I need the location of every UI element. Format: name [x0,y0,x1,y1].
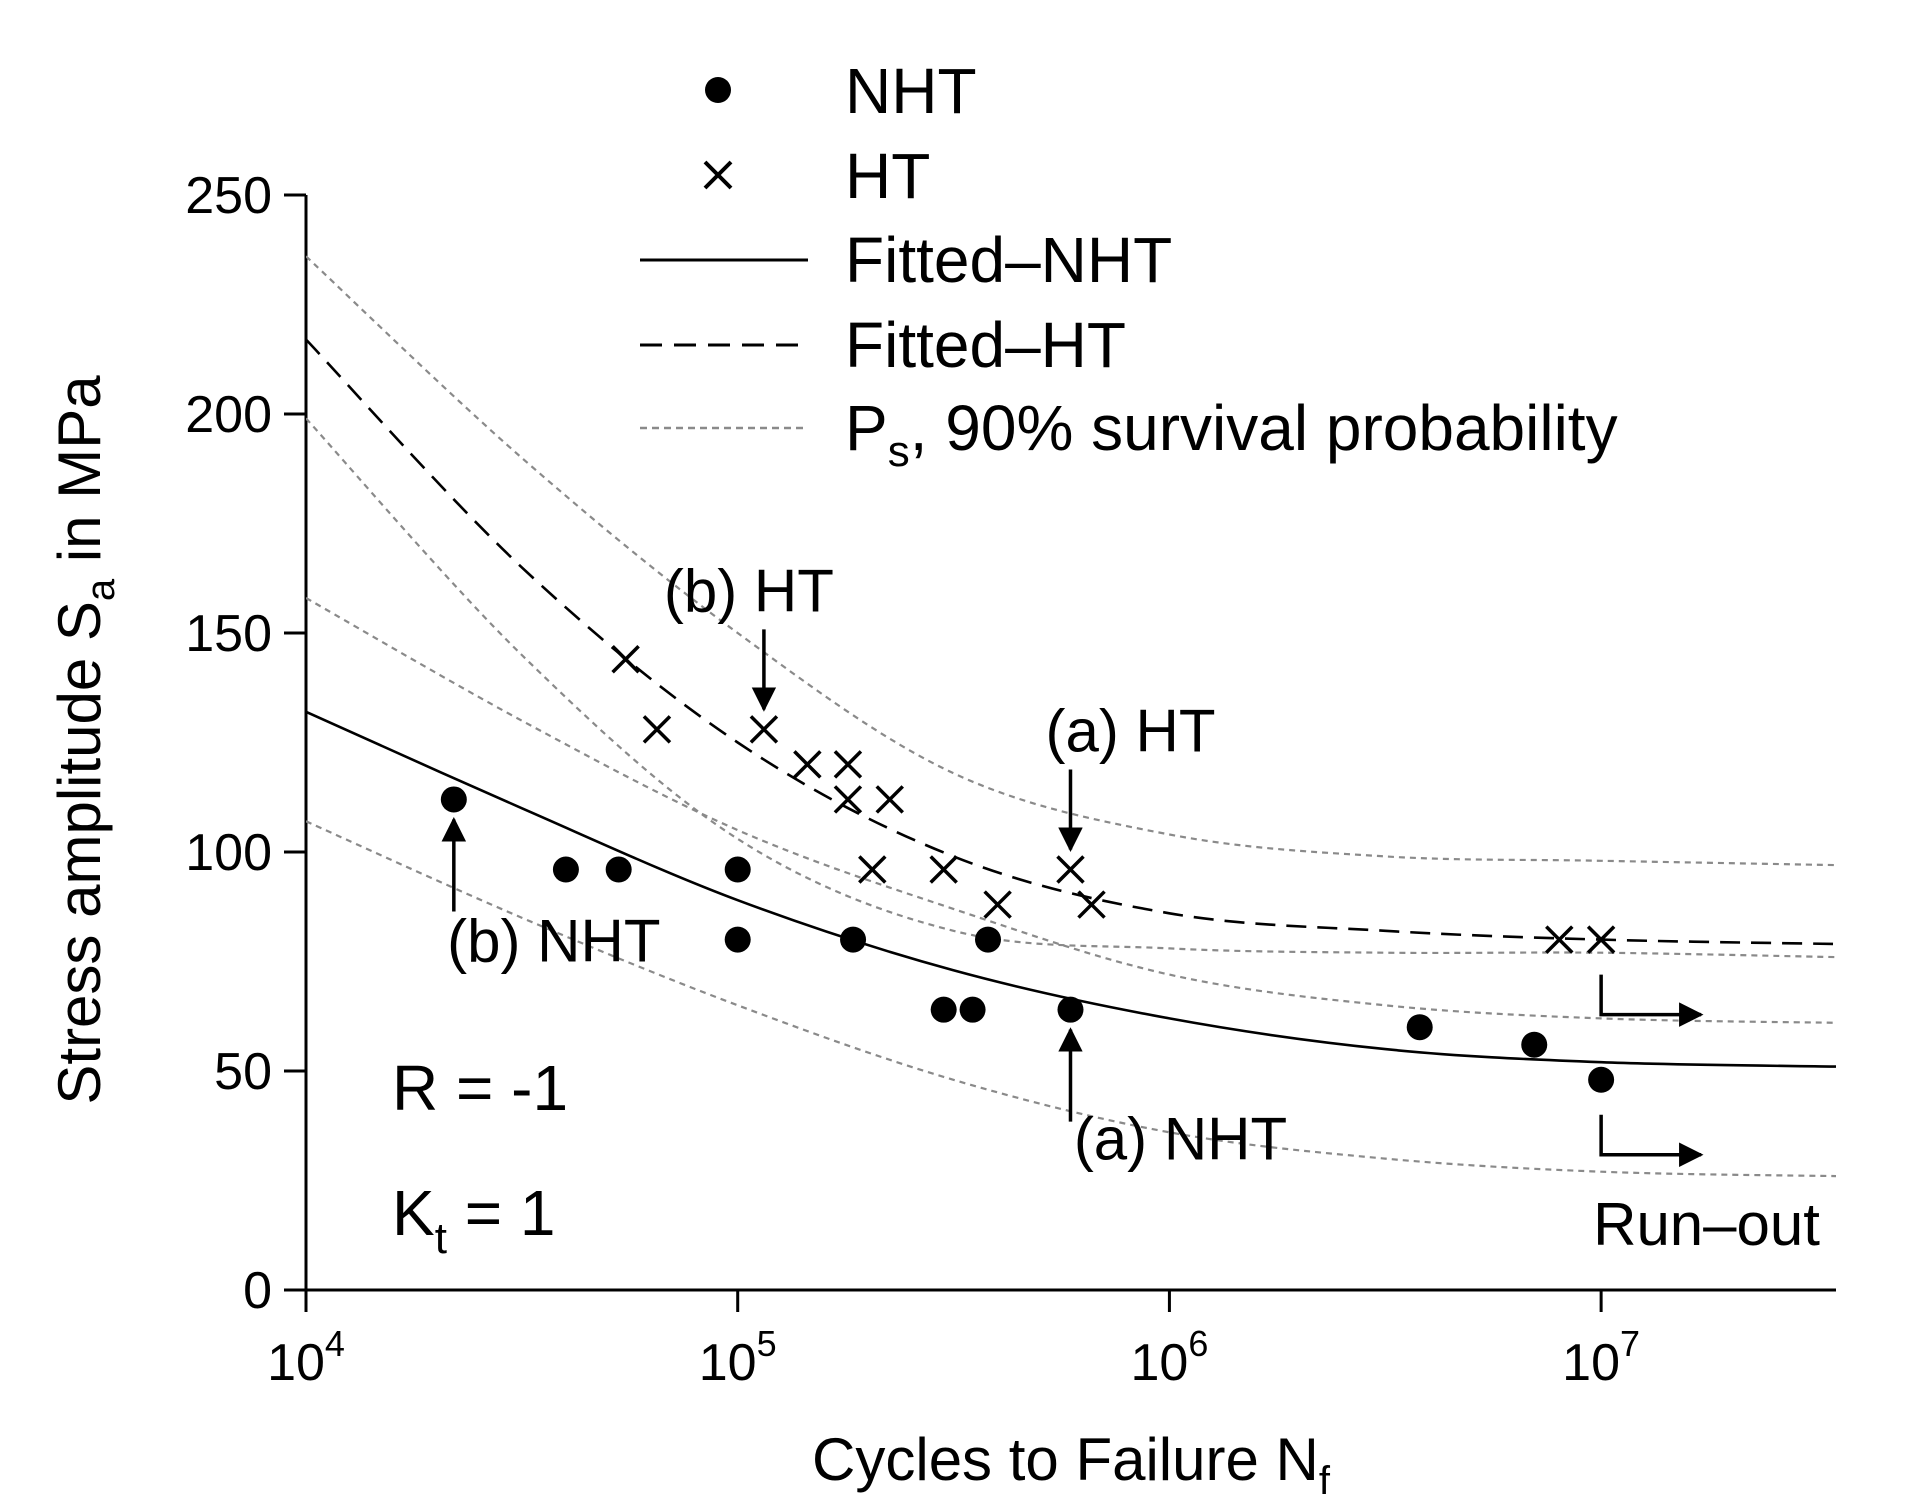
x-axis-title-sub: f [1319,1459,1331,1503]
annotation-label-a-ht: (a) HT [1045,698,1215,765]
nht-data-point [724,926,751,953]
param-r: R = -1 [392,1052,568,1124]
nht-data-point [840,926,867,953]
x-tick-label: 105 [699,1323,777,1392]
nht-data-point [1521,1031,1548,1058]
legend-nht-marker [705,77,731,103]
legend-ps-label: Ps, 90% survival probability [845,392,1618,476]
legend-fit-nht-label: Fitted–NHT [845,224,1172,296]
x-tick-label: 106 [1130,1323,1208,1392]
legend-ht-label: HT [845,140,930,212]
survival-band-curve [306,255,1836,867]
nht-data-point [975,926,1002,953]
ht-data-point [875,785,904,814]
annotation-label-b-nht: (b) NHT [447,907,660,974]
fitted-curves [306,338,1836,1068]
annotations: (b) HT (a) HT (b) NHT (a) NHT [441,557,1287,1173]
nht-data-point [1406,1014,1433,1041]
survival-band-curve [306,417,1836,959]
y-tick-label: 100 [185,824,272,882]
runout-markers: Run–out [1593,974,1820,1258]
param-kt-symbol: K [392,1177,435,1249]
y-tick-label: 250 [185,167,272,225]
ht-data-point [929,855,958,884]
annotation-label-a-nht: (a) NHT [1074,1106,1287,1173]
y-tick-label: 150 [185,605,272,663]
nht-data-point [1057,996,1084,1023]
y-axis-title-main: Stress amplitude S [46,601,113,1105]
param-r-value: = -1 [438,1052,568,1124]
legend-ps-symbol: P [845,392,888,464]
param-r-symbol: R [392,1052,438,1124]
x-axis-title-main: Cycles to Failure N [812,1426,1319,1493]
legend: NHT HT Fitted–NHT Fitted–HT Ps, 90% surv… [640,55,1618,476]
ht-data-point [611,645,640,674]
fitted-nht-curve [306,710,1836,1068]
legend-ps-suffix: , 90% survival probability [910,392,1618,464]
param-kt-value: = 1 [447,1177,556,1249]
ht-data-point [833,785,863,814]
x-tick-label: 107 [1562,1323,1640,1392]
data-points [440,645,1616,1093]
survival-band-curve [306,597,1836,1024]
nht-data-point [605,856,632,883]
nht-data-point [959,996,986,1023]
param-kt: Kt = 1 [392,1177,555,1263]
y-axis-title: Stress amplitude Sa in MPa [46,375,123,1105]
ht-data-point [749,715,779,744]
x-tick-label: 104 [267,1323,345,1392]
ht-data-point [1077,890,1106,919]
y-tick-label: 200 [185,386,272,444]
annotation-label-b-ht: (b) HT [664,557,834,624]
ht-data-point [1056,855,1085,884]
ht-data-point [858,855,887,884]
runout-arrow [1599,1114,1704,1168]
x-axis-title: Cycles to Failure Nf [812,1426,1331,1503]
y-axis-title-sub: a [79,578,123,601]
legend-fit-ht-label: Fitted–HT [845,309,1126,381]
test-parameters: R = -1 Kt = 1 [392,1052,568,1263]
nht-data-point [1588,1066,1615,1093]
legend-ht-marker [703,160,733,190]
ht-data-point [1586,925,1616,954]
ht-data-point [833,750,863,779]
nht-data-point [724,856,751,883]
survival-band-curve [306,820,1836,1178]
x-ticks: 104 105 106 107 [267,1290,1640,1392]
y-axis-title-suffix: in MPa [46,375,113,579]
ht-data-point [983,890,1012,919]
ht-data-point [642,715,672,744]
fitted-ht-curve [306,338,1836,946]
y-tick-label: 0 [243,1262,272,1320]
legend-nht-label: NHT [845,55,977,127]
nht-data-point [440,786,467,813]
ht-data-point [1545,925,1574,954]
axes: 0 50 100 150 200 250 104 105 106 107 [185,167,1836,1392]
runout-label: Run–out [1593,1191,1820,1258]
nht-data-point [552,856,579,883]
plot-area [306,255,1836,1178]
runout-arrow [1599,974,1704,1027]
ht-data-point [793,750,822,779]
survival-probability-bands [306,255,1836,1178]
nht-data-point [930,996,957,1023]
legend-ps-sub: s [888,427,910,476]
y-ticks: 0 50 100 150 200 250 [185,167,306,1320]
y-tick-label: 50 [214,1043,272,1101]
param-kt-sub: t [435,1214,447,1263]
